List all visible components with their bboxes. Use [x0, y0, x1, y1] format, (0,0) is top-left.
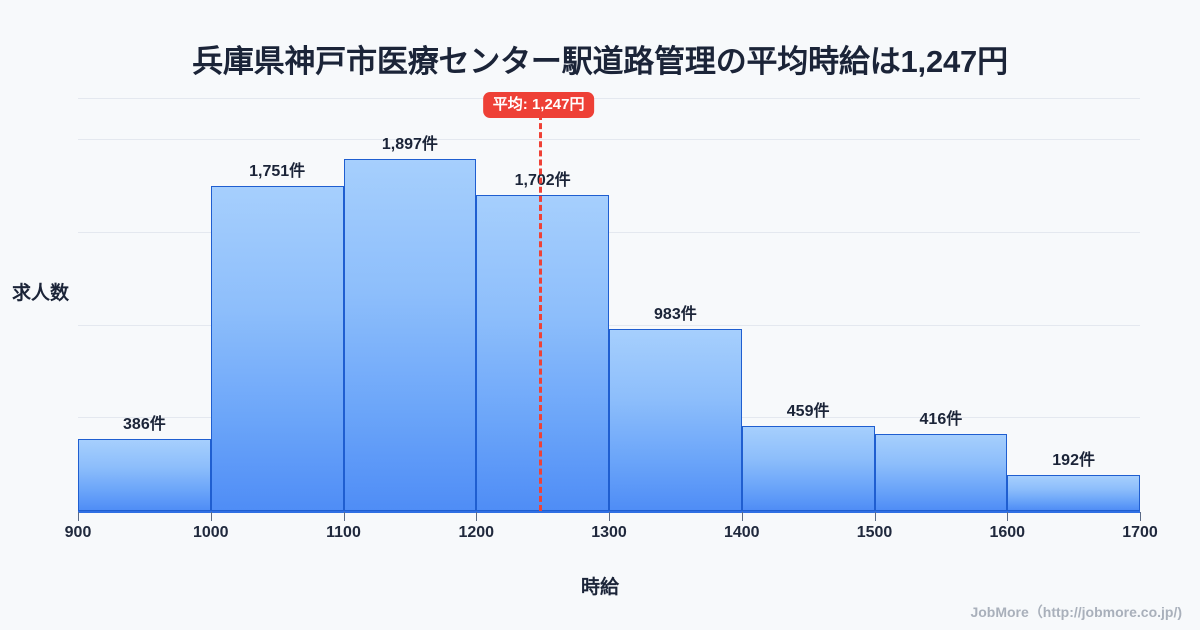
gridline: [78, 324, 1140, 326]
x-axis-tick-label: 1600: [989, 524, 1026, 541]
bar-value-label: 192件: [1052, 452, 1095, 470]
histogram-bar[interactable]: [609, 328, 742, 511]
bar-value-label: 983件: [654, 305, 697, 323]
bar-value-label: 386件: [123, 416, 166, 434]
watermark: JobMore（http://jobmore.co.jp/): [970, 604, 1182, 620]
x-axis-tick-label: 1500: [856, 524, 893, 541]
x-axis-title: 時給: [580, 577, 619, 598]
histogram-bar[interactable]: [78, 439, 211, 511]
x-axis-tick: [1140, 512, 1141, 521]
bar-value-label: 416件: [919, 410, 963, 428]
gridline: [78, 139, 1140, 141]
average-line: [538, 114, 542, 511]
x-axis-tick: [609, 512, 610, 521]
histogram-bar[interactable]: [874, 433, 1008, 511]
x-axis-tick: [741, 512, 743, 521]
average-badge: 平均: 1,247円: [482, 92, 595, 119]
x-axis-tick-label: 1100: [326, 524, 361, 541]
x-axis: 900 1000 1100 1200 1300 1400 1500 1600 1700: [65, 512, 1158, 552]
x-axis-tick-label: 900: [64, 524, 92, 541]
histogram-bar[interactable]: [476, 195, 609, 511]
x-axis-tick-label: 1200: [458, 524, 495, 541]
x-axis-tick: [78, 512, 79, 521]
x-axis-tick-label: 1300: [591, 524, 627, 541]
x-axis-tick: [343, 512, 345, 521]
bar-value-label: 1,897件: [381, 136, 438, 154]
x-axis-baseline: [78, 510, 1140, 513]
histogram-bar[interactable]: [1007, 475, 1140, 511]
bar-value-label: 1,751件: [249, 163, 306, 181]
x-axis-tick-label: 1700: [1122, 524, 1158, 541]
x-axis-tick: [210, 512, 212, 521]
gridline: [78, 231, 1140, 233]
x-axis-tick: [1007, 512, 1009, 521]
histogram-bar[interactable]: [343, 159, 477, 511]
x-axis-tick-label: 1000: [192, 524, 229, 541]
x-axis-tick: [476, 512, 478, 521]
plot-area: 386件 1,751件 1,897件 1,702件 983件 459件 416件 192件 平均…: [78, 92, 1140, 513]
histogram-bar[interactable]: [210, 186, 344, 511]
x-axis-tick-label: 1400: [723, 524, 760, 541]
x-axis-tick: [874, 512, 876, 521]
y-axis-title: 求人数: [12, 283, 70, 304]
page-title: 兵庫県神戸市医療センター駅道路管理の平均時給は1,247円: [192, 44, 1008, 79]
bar-value-label: 459件: [786, 402, 830, 420]
histogram-bar[interactable]: [741, 425, 875, 511]
bar-value-label: 1,702件: [514, 172, 571, 190]
gridline: [78, 98, 1140, 100]
